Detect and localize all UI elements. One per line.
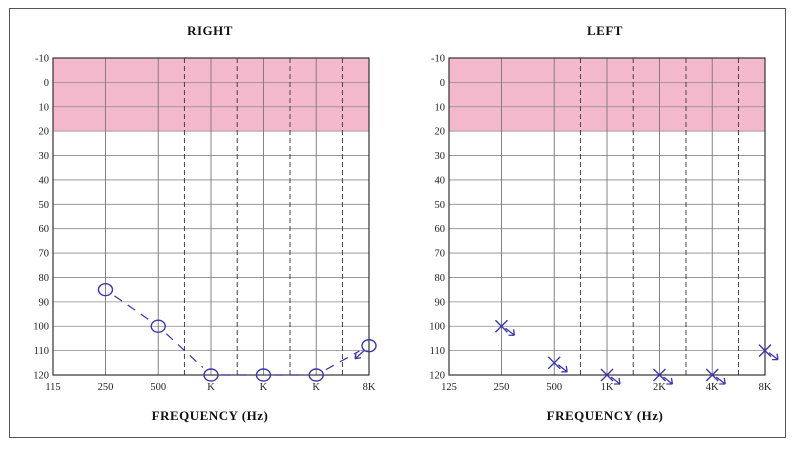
right-chart-title: RIGHT — [187, 23, 233, 38]
no-response-arrow — [715, 376, 726, 385]
x-tick-label: 1K — [601, 382, 614, 393]
x-tick-label: K — [312, 382, 320, 393]
left-threshold-marker — [547, 356, 561, 370]
y-tick-label: 40 — [435, 175, 446, 186]
no-response-arrow — [768, 352, 779, 361]
y-tick-label: 20 — [39, 127, 50, 138]
y-tick-label: 80 — [435, 273, 446, 284]
y-tick-label: -10 — [35, 54, 49, 65]
right-threshold-marker — [361, 339, 377, 353]
y-tick-label: 120 — [429, 371, 445, 382]
y-tick-label: 0 — [44, 78, 49, 89]
y-tick-label: 100 — [33, 322, 49, 333]
y-tick-label: 80 — [39, 273, 50, 284]
y-tick-label: 90 — [435, 297, 446, 308]
right-threshold-marker — [255, 368, 272, 382]
x-tick-label: 250 — [98, 382, 114, 393]
left-threshold-marker — [652, 368, 666, 382]
y-tick-label: 110 — [430, 346, 445, 357]
y-tick-label: 60 — [435, 224, 446, 235]
x-tick-label: 8K — [363, 382, 376, 393]
left-threshold-marker — [705, 368, 719, 382]
y-tick-label: 30 — [435, 151, 446, 162]
y-tick-label: 50 — [39, 200, 50, 211]
y-tick-label: 10 — [435, 102, 446, 113]
left-x-axis-label: FREQUENCY (Hz) — [547, 408, 664, 423]
plot-border — [52, 57, 370, 376]
y-tick-label: 30 — [39, 151, 50, 162]
threshold-connector — [165, 333, 204, 368]
y-tick-label: 90 — [39, 297, 50, 308]
left-chart-title: LEFT — [587, 23, 623, 38]
no-response-arrow — [663, 376, 674, 385]
no-response-arrow — [505, 327, 516, 336]
x-tick-label: 4K — [706, 382, 719, 393]
y-tick-label: 60 — [39, 224, 50, 235]
y-tick-label: 70 — [435, 249, 446, 260]
right-threshold-marker — [308, 368, 324, 382]
y-tick-label: 70 — [39, 249, 50, 260]
left-threshold-marker — [758, 344, 772, 358]
y-tick-label: 10 — [39, 102, 50, 113]
right-threshold-marker — [97, 282, 114, 297]
y-tick-label: 40 — [39, 175, 50, 186]
y-tick-label: 100 — [429, 322, 445, 333]
x-tick-label: K — [260, 382, 268, 393]
right-x-axis-label: FREQUENCY (Hz) — [152, 408, 269, 423]
right-threshold-marker — [150, 319, 166, 333]
x-tick-label: 115 — [45, 382, 60, 393]
y-tick-label: 50 — [435, 200, 446, 211]
no-response-arrow — [354, 350, 365, 360]
x-tick-label: 500 — [546, 382, 562, 393]
x-tick-label: 2K — [653, 382, 666, 393]
right-threshold-marker — [203, 368, 219, 382]
threshold-connector — [325, 350, 360, 371]
y-tick-label: -10 — [431, 54, 445, 65]
left-threshold-marker — [494, 319, 508, 333]
y-tick-label: 120 — [33, 371, 49, 382]
y-tick-label: 0 — [440, 78, 445, 89]
no-response-arrow — [557, 364, 568, 373]
right-ear-audiogram: RIGHT FREQUENCY (Hz) -10 0 10 20 30 40 50 60 70 8… — [33, 23, 377, 423]
y-tick-label: 110 — [34, 346, 49, 357]
x-tick-label: 250 — [494, 382, 510, 393]
x-tick-label: 8K — [759, 382, 772, 393]
left-ear-audiogram: LEFT FREQUENCY (Hz) -10 0 10 20 30 40 50 60 70 80… — [429, 23, 779, 423]
left-threshold-marker — [600, 368, 614, 382]
no-response-arrow — [610, 376, 621, 385]
x-tick-label: 500 — [150, 382, 166, 393]
y-tick-label: 20 — [435, 127, 446, 138]
x-tick-label: K — [207, 382, 215, 393]
x-tick-label: 125 — [441, 382, 457, 393]
threshold-connector — [114, 295, 150, 321]
